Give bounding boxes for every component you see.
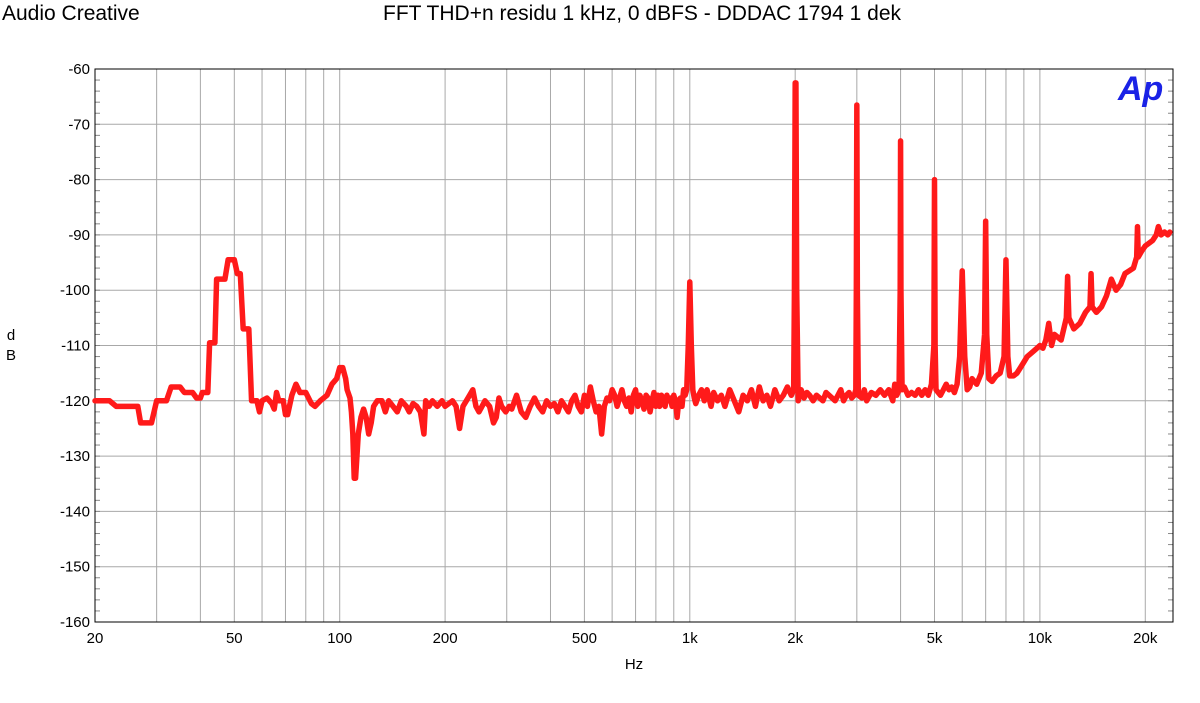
grid-lines — [95, 68, 1173, 623]
chart-title: FFT THD+n residu 1 kHz, 0 dBFS - DDDAC 1… — [383, 2, 901, 25]
y-axis-label-line-1: d — [7, 327, 15, 344]
y-tick-label: -130 — [60, 448, 90, 465]
y-tick-label: -90 — [68, 227, 90, 244]
x-tick-label: 20 — [87, 630, 104, 647]
x-tick-label: 100 — [327, 630, 352, 647]
x-tick-label: 500 — [572, 630, 597, 647]
y-tick-label: -160 — [60, 614, 90, 631]
tick-labels: -60 -70 -80 -90 -100 -110 -120 -130 -140 -150 -160… — [60, 61, 1158, 647]
company-label: Audio Creative — [2, 2, 140, 25]
y-axis-label-line-2: B — [6, 347, 16, 364]
ap-logo: Ap — [1117, 70, 1163, 108]
x-tick-label: 10k — [1028, 630, 1053, 647]
y-tick-label: -150 — [60, 559, 90, 576]
x-tick-label: 2k — [787, 630, 803, 647]
x-tick-label: 200 — [433, 630, 458, 647]
x-tick-label: 1k — [682, 630, 698, 647]
y-tick-label: -80 — [68, 172, 90, 189]
series-layer — [92, 80, 1173, 481]
y-tick-label: -70 — [68, 116, 90, 133]
x-tick-label: 5k — [927, 630, 943, 647]
x-tick-label: 50 — [226, 630, 243, 647]
x-tick-label: 20k — [1133, 630, 1158, 647]
fft-trace-line — [92, 80, 1173, 481]
y-tick-label: -140 — [60, 503, 90, 520]
y-tick-label: -110 — [61, 338, 90, 355]
y-tick-label: -60 — [68, 61, 90, 78]
plot-frame — [94, 68, 1174, 623]
x-axis-label: Hz — [625, 656, 643, 673]
y-tick-label: -100 — [60, 282, 90, 299]
y-tick-label: -120 — [60, 393, 90, 410]
